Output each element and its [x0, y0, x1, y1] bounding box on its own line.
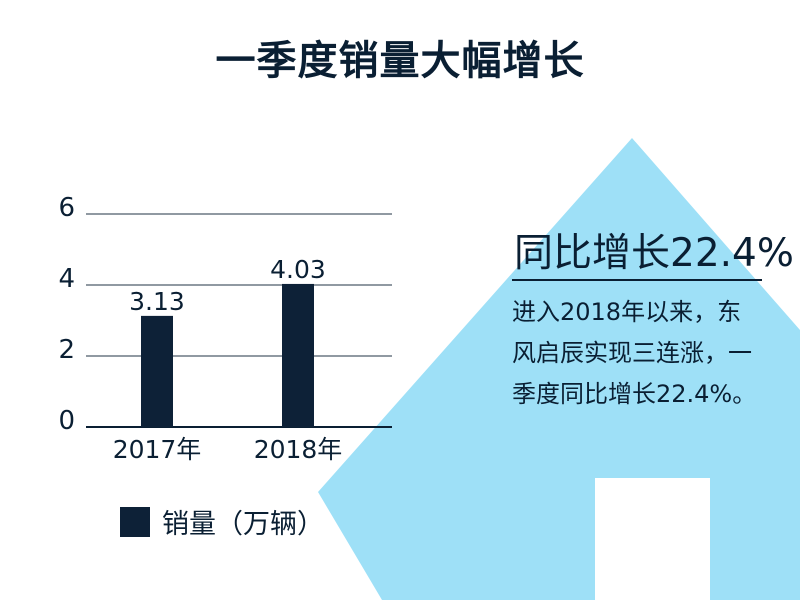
arrow-shape: [318, 138, 800, 600]
page-title: 一季度销量大幅增长: [215, 38, 585, 84]
growth-headline: 同比增长22.4%: [514, 231, 794, 276]
chart-y-axis: 0 2 4 6: [58, 193, 75, 436]
chart-x-axis: 2017年 2018年: [113, 435, 343, 464]
growth-description: 进入2018年以来，东风启辰实现三连涨，一季度同比增长22.4%。: [512, 298, 757, 408]
bar: [282, 283, 314, 427]
legend-swatch: [120, 506, 150, 537]
legend-label: 销量（万辆）: [162, 509, 324, 540]
chart-gridlines: [86, 213, 392, 428]
data-label: 4.03: [270, 255, 326, 284]
y-tick-label: 0: [58, 406, 75, 436]
headline-underline: [512, 279, 762, 281]
chart-data-labels: 3.13 4.03: [129, 255, 326, 316]
data-label: 3.13: [129, 287, 185, 316]
bar: [141, 315, 173, 427]
y-tick-label: 4: [58, 264, 75, 294]
chart-legend: 销量（万辆）: [120, 502, 324, 541]
x-tick-label: 2017年: [113, 435, 202, 464]
y-tick-label: 2: [58, 335, 75, 365]
chart-bars: [141, 283, 314, 427]
y-tick-label: 6: [58, 193, 75, 223]
x-tick-label: 2018年: [254, 435, 343, 464]
